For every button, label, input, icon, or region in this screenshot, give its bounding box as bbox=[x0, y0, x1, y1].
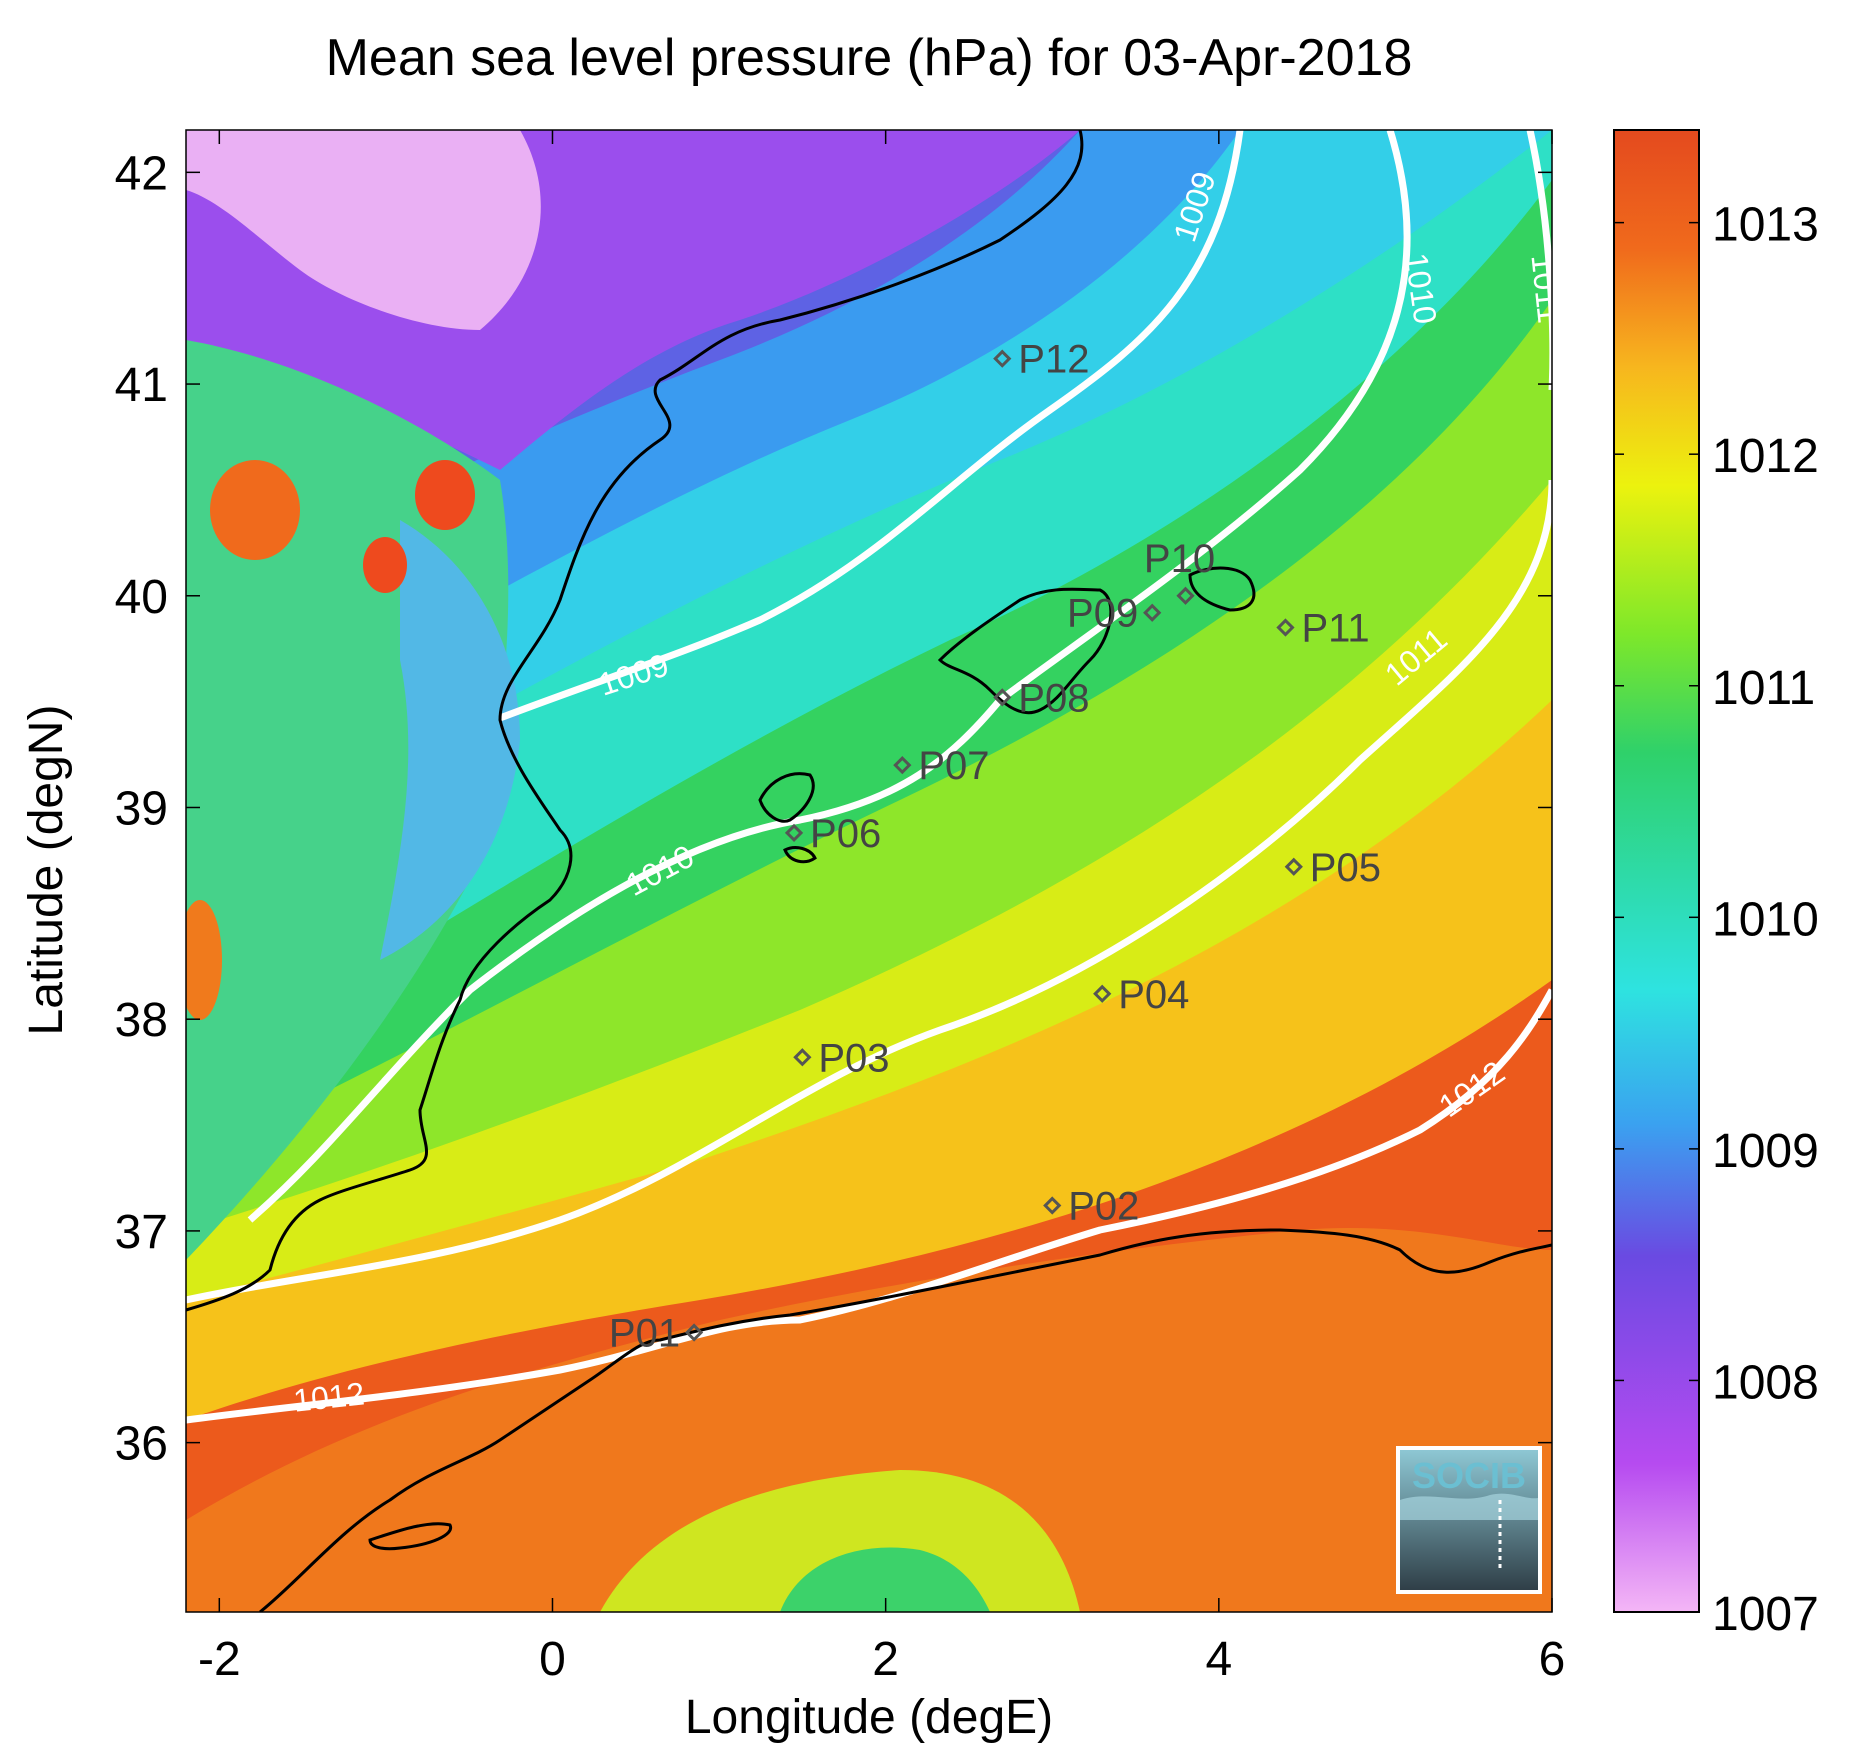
coastline-formentera bbox=[783, 846, 817, 864]
station-label: P02 bbox=[1068, 1185, 1139, 1229]
field-land-pink bbox=[186, 130, 541, 330]
field-hotspot-3 bbox=[363, 537, 407, 593]
colorbar-tick-label: 1013 bbox=[1712, 199, 1819, 252]
station-marker bbox=[1093, 984, 1112, 1003]
station-label: P10 bbox=[1144, 537, 1215, 581]
field-hotspot-1 bbox=[210, 460, 300, 560]
station-marker bbox=[684, 1323, 704, 1342]
field-africa-orange bbox=[186, 1227, 1552, 1612]
station-marker bbox=[1284, 857, 1303, 876]
coastline-menorca bbox=[1188, 566, 1256, 612]
y-axis: 42 41 40 39 38 37 36 bbox=[115, 147, 1552, 1471]
field-land-teal bbox=[380, 520, 520, 960]
station-label: P11 bbox=[1301, 607, 1369, 651]
station-marker bbox=[793, 1048, 812, 1067]
station-label: P08 bbox=[1018, 676, 1089, 720]
y-tick-label: 42 bbox=[115, 147, 168, 200]
field-hotspot-4 bbox=[186, 900, 222, 1020]
station-marker bbox=[893, 756, 912, 775]
x-tick-label: 0 bbox=[539, 1633, 566, 1686]
colorbar-ticks: 1013 1012 1011 1010 1009 1008 1007 bbox=[1614, 199, 1819, 1641]
colorbar-tick-label: 1012 bbox=[1712, 430, 1819, 483]
station-label: P12 bbox=[1018, 338, 1089, 382]
station-marker bbox=[1043, 1196, 1062, 1215]
map-frame bbox=[185, 129, 1553, 1613]
contour-1012 bbox=[186, 988, 1552, 1424]
contour-1010 bbox=[247, 130, 1411, 1223]
coastline-alboran bbox=[368, 1522, 453, 1551]
y-tick-label: 40 bbox=[115, 571, 168, 624]
y-tick-label: 39 bbox=[115, 782, 168, 835]
colorbar-tick-label: 1010 bbox=[1712, 893, 1819, 946]
station-label: P07 bbox=[918, 744, 989, 788]
y-tick-label: 36 bbox=[115, 1418, 168, 1471]
socib-logo: SOCIB bbox=[1396, 1446, 1542, 1594]
logo-wave bbox=[1400, 1493, 1538, 1520]
pressure-field bbox=[186, 130, 1552, 1612]
x-tick-label: 4 bbox=[1205, 1633, 1232, 1686]
colorbar-bar bbox=[1613, 129, 1700, 1613]
coastline-iberia bbox=[186, 130, 1084, 1312]
colorbar-tick-label: 1011 bbox=[1712, 662, 1815, 715]
colorbar-tick-label: 1009 bbox=[1712, 1125, 1819, 1178]
contour-1011-b bbox=[1526, 130, 1552, 390]
contour-label-1011-b: 1011 bbox=[1524, 253, 1567, 325]
x-axis-label: Longitude (degE) bbox=[685, 1691, 1053, 1744]
y-tick-label: 37 bbox=[115, 1206, 168, 1259]
colorbar-tick-label: 1008 bbox=[1712, 1356, 1819, 1409]
station-label: P06 bbox=[810, 812, 881, 856]
y-tick-label: 38 bbox=[115, 994, 168, 1047]
x-axis: -2 0 2 4 6 bbox=[198, 130, 1565, 1686]
x-tick-label: 2 bbox=[872, 1633, 899, 1686]
y-axis-label: Latitude (degN) bbox=[20, 705, 73, 1036]
chart-title: Mean sea level pressure (hPa) for 03-Apr… bbox=[326, 29, 1413, 87]
station-label: P04 bbox=[1118, 973, 1189, 1017]
station-marker bbox=[1176, 586, 1195, 605]
contour-1009 bbox=[498, 130, 1244, 722]
x-tick-label: 6 bbox=[1539, 1633, 1566, 1686]
station-label: P01 bbox=[609, 1312, 680, 1356]
colorbar-tick-label: 1007 bbox=[1712, 1588, 1819, 1641]
station-label: P09 bbox=[1067, 592, 1138, 636]
contour-1011 bbox=[186, 479, 1552, 1304]
field-africa-green bbox=[780, 1547, 990, 1612]
logo-text: SOCIB bbox=[1412, 1455, 1526, 1496]
coastline-ibiza bbox=[758, 772, 815, 823]
station-label: P03 bbox=[818, 1036, 889, 1080]
station-marker bbox=[1143, 603, 1162, 622]
coastline-africa bbox=[259, 1228, 1552, 1612]
coastlines bbox=[186, 130, 1552, 1612]
station-marker bbox=[993, 688, 1012, 707]
y-tick-label: 41 bbox=[115, 359, 168, 412]
station-marker bbox=[993, 349, 1012, 368]
x-tick-label: -2 bbox=[198, 1633, 241, 1686]
station-marker bbox=[1276, 618, 1295, 637]
station-marker bbox=[784, 823, 804, 843]
contour-label-1012: 1012 bbox=[292, 1375, 367, 1418]
coastline-mallorca bbox=[937, 587, 1113, 715]
station-label: P05 bbox=[1310, 846, 1381, 890]
contour-lines bbox=[186, 130, 1552, 1424]
field-hotspot-2 bbox=[415, 460, 475, 530]
